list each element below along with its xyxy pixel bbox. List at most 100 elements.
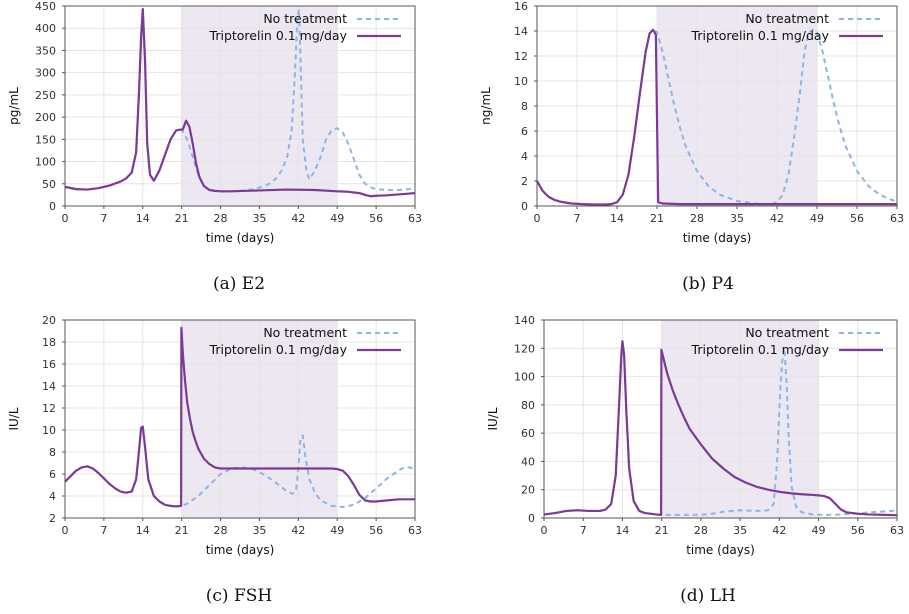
chart-p4: 0 7 14 21 28 35 42 49 56 63 0 2 4 6 8 10 12 14 16 time (day…: [479, 0, 904, 245]
series-line-triptorelin: [64, 326, 415, 508]
x-tick-label: 63: [890, 524, 904, 537]
y-tick-label: 8: [521, 100, 528, 113]
x-tick-label: 28: [214, 524, 228, 537]
y-tick-label: 16: [514, 0, 528, 13]
caption-p4: (b) P4: [682, 274, 734, 294]
y-tick-label: 40: [521, 455, 535, 468]
x-tick-label: 0: [534, 212, 541, 225]
x-tick-label: 35: [730, 212, 744, 225]
x-tick-label: 35: [252, 212, 266, 225]
x-tick-label: 42: [770, 212, 784, 225]
y-tick-label: 400: [35, 22, 56, 35]
y-tick-label: 16: [42, 358, 56, 371]
x-tick-label: 21: [175, 524, 189, 537]
series-line-no-treatment: [536, 28, 898, 206]
legend-label-no-treatment: No treatment: [745, 325, 829, 340]
y-tick-label: 18: [42, 336, 56, 349]
y-tick-label: 4: [49, 490, 56, 503]
y-axis-label: IU/L: [7, 407, 21, 430]
x-tick-label: 49: [810, 212, 824, 225]
y-tick-label: 60: [521, 427, 535, 440]
x-tick-label: 0: [541, 524, 548, 537]
y-axis-label: IU/L: [486, 407, 500, 430]
y-tick-label: 50: [42, 178, 56, 191]
legend-label-no-treatment: No treatment: [263, 11, 347, 26]
y-tick-label: 14: [42, 380, 56, 393]
chart-e2: 0 7 14 21 28 35 42 49 56 63 0 50 100 150 200 250 300 350 4…: [7, 0, 422, 245]
x-tick-label: 42: [291, 524, 305, 537]
y-tick-label: 10: [42, 424, 56, 437]
y-tick-label: 12: [514, 50, 528, 63]
y-tick-label: 0: [49, 200, 56, 213]
y-tick-label: 2: [521, 175, 528, 188]
y-tick-label: 100: [35, 156, 56, 169]
x-tick-label: 0: [62, 524, 69, 537]
y-tick-label: 0: [528, 512, 535, 525]
x-tick-label: 0: [62, 212, 69, 225]
x-axis-label: time (days): [206, 231, 275, 245]
x-tick-label: 56: [851, 524, 865, 537]
x-tick-label: 42: [291, 212, 305, 225]
y-tick-label: 20: [521, 484, 535, 497]
y-tick-label: 0: [521, 200, 528, 213]
x-axis-label: time (days): [683, 231, 752, 245]
y-tick-label: 2: [49, 512, 56, 525]
legend-label-no-treatment: No treatment: [263, 325, 347, 340]
x-tick-label: 49: [330, 524, 344, 537]
caption-e2: (a) E2: [212, 274, 266, 294]
y-tick-label: 4: [521, 150, 528, 163]
y-tick-label: 200: [35, 111, 56, 124]
y-tick-label: 300: [35, 67, 56, 80]
x-tick-label: 28: [214, 212, 228, 225]
x-tick-label: 14: [615, 524, 629, 537]
x-tick-label: 7: [100, 524, 107, 537]
y-tick-label: 20: [42, 314, 56, 327]
legend-label-triptorelin: Triptorelin 0.1 mg/day: [691, 28, 830, 43]
series-line-triptorelin: [543, 340, 898, 517]
x-tick-label: 21: [655, 524, 669, 537]
x-tick-label: 35: [733, 524, 747, 537]
y-tick-label: 14: [514, 25, 528, 38]
x-tick-label: 14: [136, 524, 150, 537]
chart-fsh: 0 7 14 21 28 35 42 49 56 63 2 4 6 8 10 12 14 16 18 20 time (…: [7, 314, 422, 557]
legend-label-triptorelin: Triptorelin 0.1 mg/day: [209, 28, 348, 43]
y-tick-label: 100: [514, 371, 535, 384]
x-tick-label: 28: [690, 212, 704, 225]
x-tick-label: 56: [369, 524, 383, 537]
y-tick-label: 450: [35, 0, 56, 13]
caption-lh: (d) LH: [680, 586, 736, 606]
series-line-triptorelin: [64, 8, 416, 198]
y-axis-label: pg/mL: [7, 87, 21, 125]
x-tick-label: 28: [694, 524, 708, 537]
y-tick-label: 8: [49, 446, 56, 459]
x-tick-label: 21: [650, 212, 664, 225]
y-tick-label: 120: [514, 342, 535, 355]
y-tick-label: 80: [521, 399, 535, 412]
x-tick-label: 7: [574, 212, 581, 225]
y-tick-label: 10: [514, 75, 528, 88]
x-axis-label: time (days): [206, 543, 275, 557]
legend-label-triptorelin: Triptorelin 0.1 mg/day: [691, 342, 830, 357]
y-tick-label: 6: [521, 125, 528, 138]
plot-frame: [64, 5, 416, 207]
x-tick-label: 35: [252, 524, 266, 537]
x-tick-label: 14: [136, 212, 150, 225]
x-tick-label: 49: [330, 212, 344, 225]
plot-frame: [64, 319, 416, 519]
y-tick-label: 150: [35, 133, 56, 146]
y-tick-label: 250: [35, 89, 56, 102]
series-line-triptorelin: [536, 28, 897, 206]
x-tick-label: 49: [812, 524, 826, 537]
y-axis-label: ng/mL: [479, 87, 493, 125]
caption-fsh: (c) FSH: [205, 586, 273, 606]
x-tick-label: 63: [408, 524, 422, 537]
x-axis-label: time (days): [686, 543, 755, 557]
x-tick-label: 14: [610, 212, 624, 225]
x-tick-label: 63: [890, 212, 904, 225]
x-tick-label: 56: [850, 212, 864, 225]
x-tick-label: 63: [408, 212, 422, 225]
plot-frame: [543, 319, 898, 519]
legend-label-triptorelin: Triptorelin 0.1 mg/day: [209, 342, 348, 357]
x-tick-label: 56: [369, 212, 383, 225]
y-tick-label: 350: [35, 44, 56, 57]
